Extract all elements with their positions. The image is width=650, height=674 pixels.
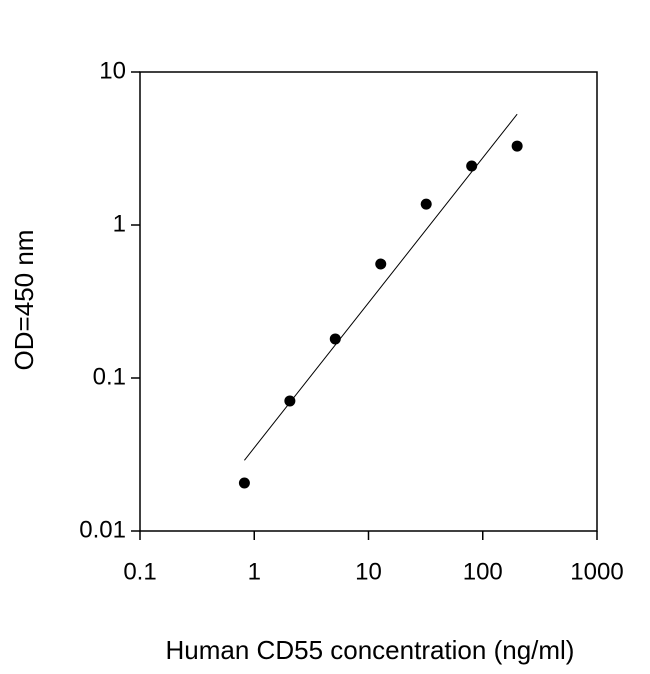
data-point bbox=[284, 395, 296, 407]
data-point bbox=[466, 160, 478, 172]
x-tick-label: 0.1 bbox=[123, 558, 156, 585]
y-tick-label: 10 bbox=[99, 57, 126, 84]
y-axis-title: OD=450 nm bbox=[9, 230, 39, 371]
data-point bbox=[420, 198, 432, 210]
y-tick-label: 0.1 bbox=[93, 363, 126, 390]
y-tick-label: 0.01 bbox=[79, 516, 126, 543]
x-axis-title: Human CD55 concentration (ng/ml) bbox=[166, 635, 575, 665]
y-tick-label: 1 bbox=[113, 210, 126, 237]
x-tick-label: 10 bbox=[355, 558, 382, 585]
x-tick-label: 1 bbox=[248, 558, 261, 585]
data-point bbox=[375, 258, 387, 270]
data-point bbox=[511, 140, 523, 152]
plot-frame bbox=[139, 71, 598, 532]
x-tick-label: 1000 bbox=[570, 558, 623, 585]
x-tick-label: 100 bbox=[463, 558, 503, 585]
data-point bbox=[238, 477, 250, 489]
data-point bbox=[329, 333, 341, 345]
